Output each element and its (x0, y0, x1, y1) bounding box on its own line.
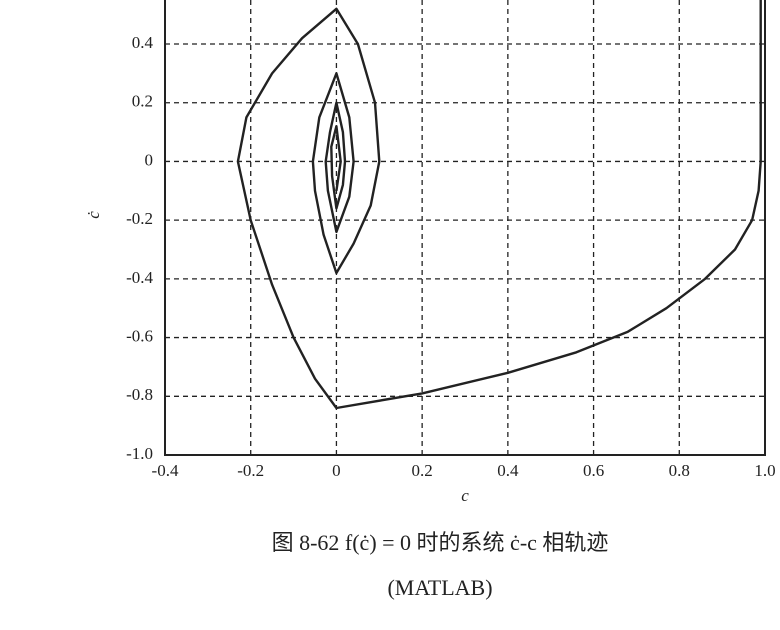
y-tick-label: -0.6 (126, 326, 153, 345)
x-tick-label: 0.4 (497, 461, 519, 480)
x-tick-label: -0.2 (237, 461, 264, 480)
y-tick-label: -1.0 (126, 444, 153, 463)
x-tick-label: 1.0 (754, 461, 775, 480)
x-tick-label: 0.2 (412, 461, 433, 480)
y-tick-label: 0.2 (132, 92, 153, 111)
y-axis-label: ċ (84, 211, 103, 219)
y-tick-label: 0.4 (132, 33, 154, 52)
x-tick-label: 0.6 (583, 461, 604, 480)
x-tick-label: -0.4 (152, 461, 179, 480)
trajectory (236, 0, 762, 410)
x-tick-label: 0 (332, 461, 341, 480)
y-tick-label: 0 (145, 150, 154, 169)
y-tick-label: -0.4 (126, 268, 153, 287)
y-tick-label: -0.8 (126, 385, 153, 404)
x-axis-label: c (461, 486, 469, 505)
y-tick-label: -0.2 (126, 209, 153, 228)
caption-note: (MATLAB) (387, 575, 492, 600)
caption: 图 8-62 f(ċ) = 0 时的系统 ċ-c 相轨迹 (272, 530, 609, 555)
x-tick-label: 0.8 (669, 461, 690, 480)
plot-frame (164, 0, 766, 456)
